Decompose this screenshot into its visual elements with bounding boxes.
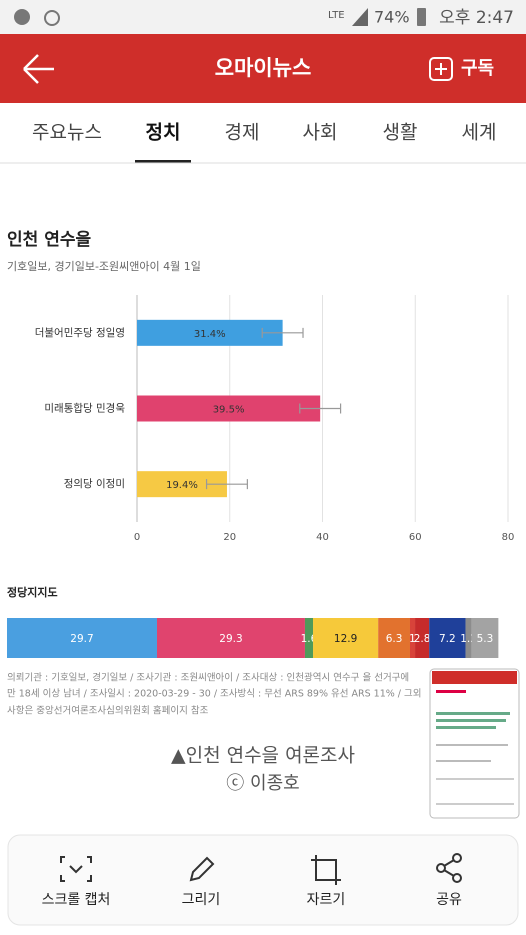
toolbar-button[interactable]: 스크롤 캡처 (42, 856, 111, 908)
error-bar (261, 327, 304, 338)
segment-label: 1 (409, 633, 416, 645)
y-tick-label: 정의당 이정미 (64, 478, 125, 490)
stacked-bar: 29.7 29.3 1.6 12.9 6.3 12.8 7.2 1.2 5.3 (7, 618, 499, 658)
segment-label: 7.2 (439, 633, 456, 645)
tab[interactable]: 생활 (383, 122, 418, 144)
segment-label: 6.3 (386, 633, 403, 645)
tab[interactable]: 사회 (303, 122, 338, 144)
chart-title: 인천 연수을 (7, 230, 91, 250)
screenshot-thumbnail[interactable] (429, 668, 520, 819)
segment-label: 5.3 (477, 633, 494, 645)
x-tick-label: 80 (502, 532, 515, 543)
x-tick-label: 0 (134, 532, 140, 543)
toolbar-label: 그리기 (182, 892, 221, 908)
toolbar-label: 자르기 (307, 892, 346, 908)
value-label: 19.4% (166, 480, 198, 491)
toolbar-button[interactable]: 공유 (436, 853, 462, 908)
back-button[interactable] (23, 54, 54, 84)
stack-segment (313, 618, 379, 658)
x-tick-label: 20 (223, 532, 236, 543)
note-line: 사항은 중앙선거여론조사심의위원회 홈페이지 참조 (7, 705, 209, 717)
segment-label: 29.7 (70, 633, 93, 645)
tab-indicator (135, 160, 191, 163)
segment-label: 29.3 (219, 633, 242, 645)
battery: 74% (374, 8, 410, 27)
y-tick-label: 미래통합당 민경욱 (44, 402, 125, 415)
status-icon (14, 9, 30, 25)
stack-segment (378, 618, 410, 658)
time: 오후 2:47 (439, 8, 514, 28)
subscribe-label: 구독 (461, 58, 494, 79)
chart-subtitle: 기호일보, 경기일보-조원씨앤아이 4월 1일 (7, 259, 201, 273)
tab[interactable]: 경제 (225, 122, 260, 144)
value-label: 31.4% (194, 329, 226, 340)
x-tick-label: 60 (409, 532, 422, 543)
stack-segment (415, 618, 430, 658)
tab[interactable]: 주요뉴스 (32, 122, 102, 144)
stack-segment (7, 618, 157, 658)
network: LTE (328, 10, 345, 21)
notes: 의뢰기관 : 기호일보, 경기일보 / 조사기관 : 조원씨앤아이 / 조사대상… (7, 672, 422, 717)
note-line: 만 18세 이상 남녀 / 조사일시 : 2020-03-29 - 30 / 조… (7, 688, 422, 700)
toolbar-label: 공유 (436, 892, 462, 908)
subscribe-button[interactable]: 구독 (429, 57, 494, 81)
toolbar-label: 스크롤 캡처 (42, 892, 111, 908)
battery-icon (417, 8, 426, 26)
tab[interactable]: 세계 (462, 122, 497, 144)
error-bar (205, 479, 248, 490)
tab[interactable]: 정치 (146, 122, 181, 144)
value-label: 39.5% (213, 405, 245, 416)
stack-segment (465, 618, 472, 658)
app-title: 오마이뉴스 (215, 56, 312, 80)
stack-segment (156, 618, 305, 658)
bar-chart: 0 20 40 60 80 더불어민주당 정일영 31.4% 미래통합당 민경욱 39.5% 정의… (35, 295, 515, 543)
toolbar-button[interactable]: 그리기 (182, 856, 221, 908)
credit: ⓒ 이종호 (226, 773, 299, 794)
stack-segment (304, 618, 314, 658)
toolbar-button[interactable]: 자르기 (307, 855, 346, 908)
segment-label: 12.9 (334, 633, 357, 645)
signal-icon (352, 8, 368, 26)
x-tick-label: 40 (316, 532, 329, 543)
stack-segment (429, 618, 466, 658)
tab-bar: 주요뉴스 정치 경제 사회 생활 세계 (32, 122, 497, 163)
error-bar (299, 403, 342, 414)
segment-label: 2.8 (414, 633, 431, 645)
caption: ▲인천 연수을 여론조사 (171, 745, 355, 767)
bar (137, 319, 283, 346)
stack-title: 정당지지도 (7, 585, 58, 599)
status-icon (44, 10, 60, 26)
toolbar (7, 834, 519, 926)
stack-segment (471, 618, 499, 658)
stack-segment (409, 618, 416, 658)
status-bar (0, 0, 526, 34)
note-line: 의뢰기관 : 기호일보, 경기일보 / 조사기관 : 조원씨앤아이 / 조사대상… (7, 672, 409, 684)
y-tick-label: 더불어민주당 정일영 (35, 326, 125, 339)
bar (137, 395, 321, 422)
